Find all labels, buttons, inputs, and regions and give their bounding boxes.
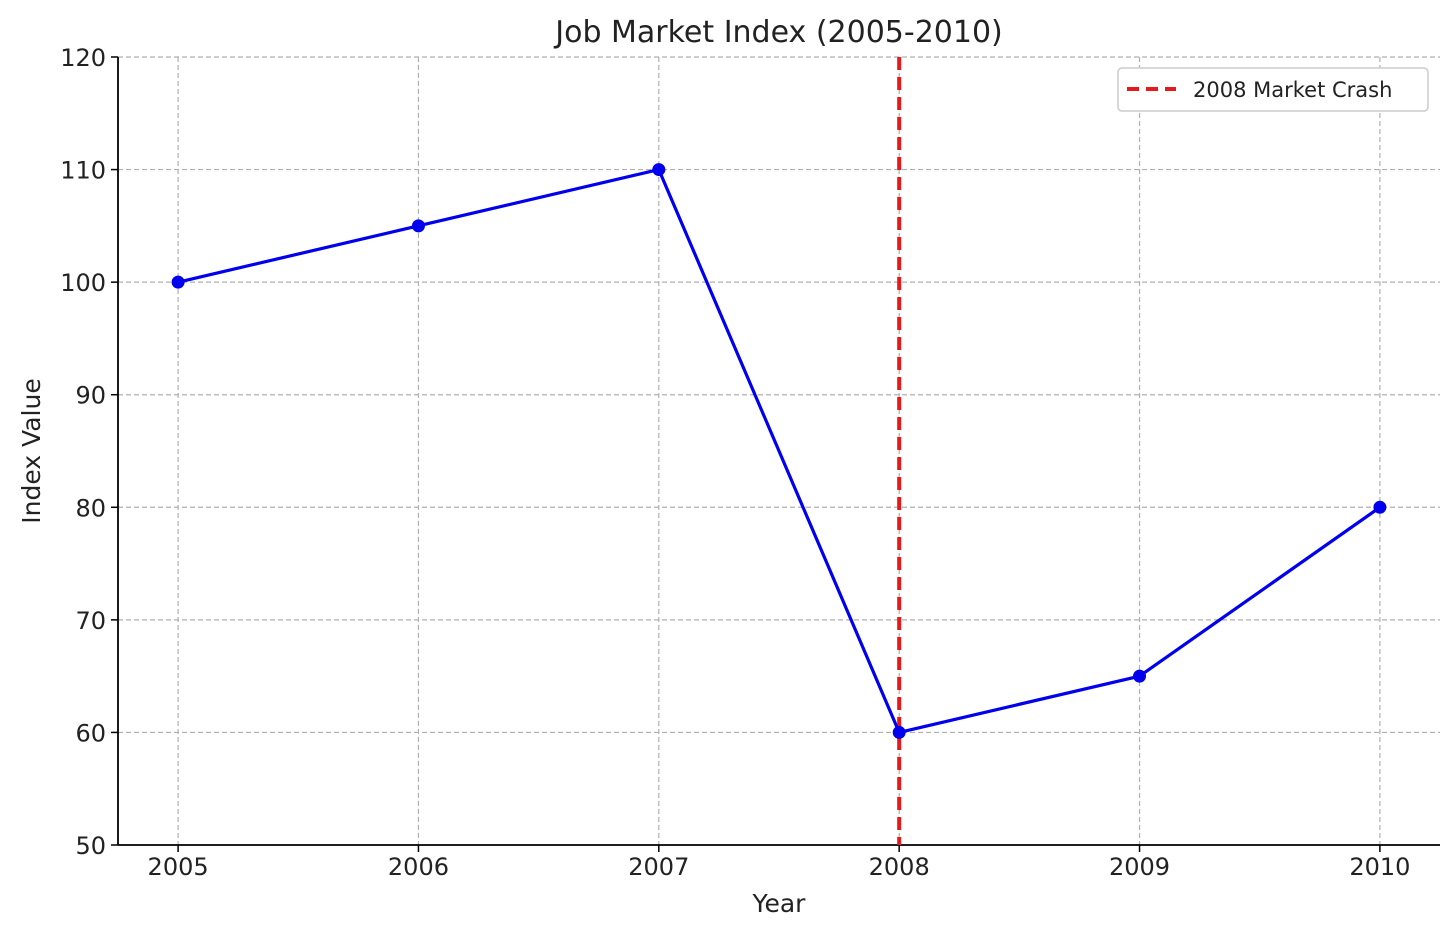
y-tick-label-90: 90 xyxy=(75,382,106,410)
x-axis-ticks: 2005 2006 2007 2008 2009 2010 xyxy=(148,845,1410,881)
legend-box xyxy=(1117,67,1429,112)
chart-title: Job Market Index (2005-2010) xyxy=(553,15,1003,50)
y-axis-label: Index Value xyxy=(17,378,46,523)
y-tick-label-110: 110 xyxy=(60,157,106,185)
x-tick-label-2009: 2009 xyxy=(1109,853,1170,881)
x-axis-label: Year xyxy=(752,889,807,918)
x-tick-label-2010: 2010 xyxy=(1349,853,1410,881)
series-line-0 xyxy=(176,167,1382,735)
y-tick-label-100: 100 xyxy=(60,269,106,297)
data-point-2005 xyxy=(171,275,185,289)
legend-label-crash: 2008 Market Crash xyxy=(1193,78,1392,102)
x-tick-label-2006: 2006 xyxy=(388,853,449,881)
data-point-2009 xyxy=(1133,669,1147,683)
y-tick-label-50: 50 xyxy=(75,832,106,860)
legend: 2008 Market Crash xyxy=(1117,67,1429,112)
y-tick-label-70: 70 xyxy=(75,607,106,635)
x-tick-label-2005: 2005 xyxy=(148,853,209,881)
y-tick-label-120: 120 xyxy=(60,44,106,72)
series xyxy=(171,163,1387,739)
data-point-2006 xyxy=(411,219,425,233)
y-tick-label-60: 60 xyxy=(75,719,106,747)
y-tick-label-80: 80 xyxy=(75,494,106,522)
x-tick-label-2007: 2007 xyxy=(628,853,689,881)
data-point-2010 xyxy=(1373,500,1387,514)
y-axis-ticks: 50 60 70 80 90 100 110 120 xyxy=(60,44,118,860)
x-tick-label-2008: 2008 xyxy=(869,853,930,881)
data-point-2008 xyxy=(892,725,906,739)
axes xyxy=(117,57,1440,846)
data-point-2007 xyxy=(652,163,666,177)
